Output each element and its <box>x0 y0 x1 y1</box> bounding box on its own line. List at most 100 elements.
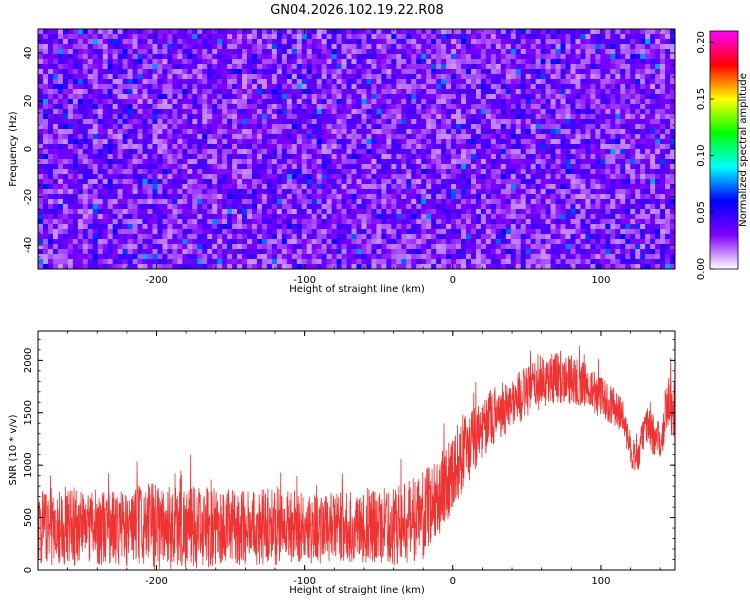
heatmap-cell <box>242 34 248 40</box>
heatmap-cell <box>595 59 601 65</box>
heatmap-cell <box>72 64 79 70</box>
heatmap-cell <box>296 164 303 170</box>
heatmap-cell <box>177 184 183 190</box>
heatmap-cell <box>550 54 556 60</box>
heatmap-cell <box>77 59 84 65</box>
heatmap-cell <box>376 194 382 200</box>
heatmap-cell <box>147 149 153 155</box>
heatmap-cell <box>376 114 382 120</box>
heatmap-cell <box>510 139 517 145</box>
heatmap-cell <box>590 199 596 205</box>
heatmap-cell <box>137 94 143 100</box>
heatmap-cell <box>386 29 392 35</box>
heatmap-cell <box>545 79 551 85</box>
heatmap-cell <box>167 199 173 205</box>
heatmap-cell <box>485 49 492 55</box>
heatmap-cell <box>217 154 223 160</box>
heatmap-cell <box>500 174 507 180</box>
heatmap-cell <box>237 179 243 185</box>
heatmap-cell <box>401 39 407 45</box>
heatmap-cell <box>38 44 44 50</box>
heatmap-cell <box>396 219 402 225</box>
heatmap-cell <box>281 44 288 50</box>
heatmap-cell <box>366 184 372 190</box>
heatmap-cell <box>470 114 477 120</box>
heatmap-cell <box>495 219 502 225</box>
heatmap-cell <box>361 49 367 55</box>
heatmap-cell <box>266 159 273 165</box>
heatmap-cell <box>212 119 218 125</box>
heatmap-cell <box>456 34 462 40</box>
heatmap-cell <box>620 209 626 215</box>
heatmap-cell <box>401 134 407 140</box>
heatmap-cell <box>620 134 626 140</box>
heatmap-cell <box>207 144 213 150</box>
heatmap-cell <box>585 174 591 180</box>
heatmap-cell <box>87 89 94 95</box>
heatmap-cell <box>157 164 163 170</box>
heatmap-cell <box>346 199 352 205</box>
heatmap-cell <box>665 114 671 120</box>
heatmap-cell <box>192 99 198 105</box>
heatmap-cell <box>446 99 452 105</box>
heatmap-cell <box>311 154 317 160</box>
heatmap-cell <box>485 149 492 155</box>
heatmap-cell <box>341 119 347 125</box>
heatmap-cell <box>530 104 536 110</box>
heatmap-cell <box>336 154 342 160</box>
heatmap-cell <box>192 134 198 140</box>
heatmap-cell <box>590 219 596 225</box>
heatmap-cell <box>336 214 342 220</box>
heatmap-cell <box>650 104 656 110</box>
heatmap-cell <box>560 64 566 70</box>
heatmap-cell <box>38 169 44 175</box>
heatmap-cell <box>550 64 556 70</box>
heatmap-cell <box>202 169 208 175</box>
heatmap-cell <box>500 64 507 70</box>
heatmap-cell <box>142 174 148 180</box>
heatmap-cell <box>615 184 621 190</box>
heatmap-cell <box>436 214 442 220</box>
heatmap-cell <box>301 49 308 55</box>
heatmap-cell <box>132 99 138 105</box>
heatmap-cell <box>291 104 298 110</box>
heatmap-cell <box>152 159 158 165</box>
heatmap-cell <box>256 169 263 175</box>
heatmap-cell <box>615 179 621 185</box>
heatmap-cell <box>500 214 507 220</box>
heatmap-cell <box>132 44 138 50</box>
heatmap-cell <box>157 99 163 105</box>
heatmap-cell <box>451 89 457 95</box>
heatmap-cell <box>605 69 611 75</box>
heatmap-cell <box>147 134 153 140</box>
heatmap-cell <box>640 184 646 190</box>
heatmap-cell <box>286 114 293 120</box>
heatmap-cell <box>107 29 113 35</box>
heatmap-cell <box>132 169 138 175</box>
heatmap-cell <box>391 54 397 60</box>
heatmap-cell <box>600 124 606 130</box>
heatmap-cell <box>212 159 218 165</box>
heatmap-cell <box>510 39 517 45</box>
heatmap-cell <box>485 129 492 135</box>
heatmap-cell <box>67 189 74 195</box>
heatmap-cell <box>222 59 228 65</box>
heatmap-cell <box>227 219 233 225</box>
heatmap-cell <box>401 84 407 90</box>
heatmap-cell <box>217 59 223 65</box>
heatmap-cell <box>311 44 317 50</box>
heatmap-cell <box>112 99 118 105</box>
heatmap-cell <box>530 64 536 70</box>
heatmap-cell <box>550 59 556 65</box>
heatmap-cell <box>87 194 94 200</box>
heatmap-cell <box>242 119 248 125</box>
heatmap-cell <box>366 99 372 105</box>
heatmap-cell <box>72 214 79 220</box>
heatmap-cell <box>416 59 422 65</box>
heatmap-cell <box>242 109 248 115</box>
heatmap-cell <box>655 129 661 135</box>
heatmap-cell <box>266 124 273 130</box>
heatmap-cell <box>630 54 636 60</box>
heatmap-cell <box>112 169 118 175</box>
heatmap-cell <box>396 74 402 80</box>
